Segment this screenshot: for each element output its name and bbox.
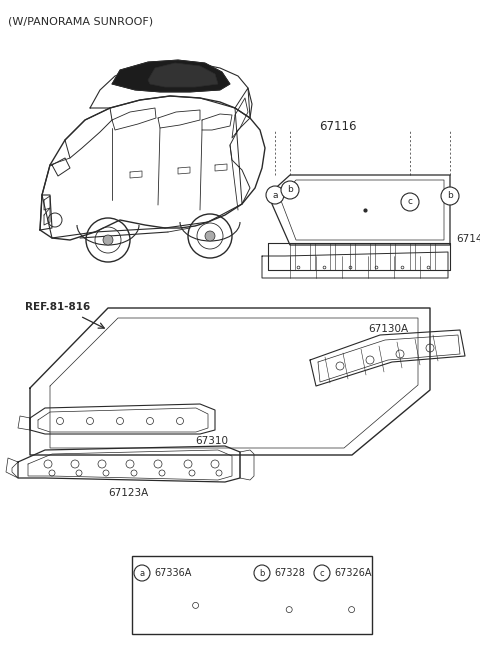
Text: 67310: 67310 xyxy=(195,436,228,446)
Text: c: c xyxy=(320,568,324,577)
Circle shape xyxy=(314,565,330,581)
Text: a: a xyxy=(139,568,144,577)
Text: 67123A: 67123A xyxy=(108,488,148,498)
Circle shape xyxy=(266,186,284,204)
Text: 67130A: 67130A xyxy=(368,324,408,334)
Text: 67328: 67328 xyxy=(274,568,305,578)
Text: 67145C: 67145C xyxy=(456,234,480,244)
Polygon shape xyxy=(112,60,230,92)
Circle shape xyxy=(254,565,270,581)
Circle shape xyxy=(103,235,113,245)
Text: 67116: 67116 xyxy=(319,120,357,133)
Circle shape xyxy=(281,181,299,199)
Text: 67336A: 67336A xyxy=(154,568,192,578)
Text: 67326A: 67326A xyxy=(334,568,372,578)
Text: c: c xyxy=(408,198,412,207)
Circle shape xyxy=(441,187,459,205)
Polygon shape xyxy=(148,63,218,87)
Text: a: a xyxy=(272,190,278,199)
Circle shape xyxy=(205,231,215,241)
Bar xyxy=(132,556,372,634)
Text: b: b xyxy=(447,192,453,201)
Circle shape xyxy=(134,565,150,581)
Text: b: b xyxy=(259,568,264,577)
Circle shape xyxy=(401,193,419,211)
Text: REF.81-816: REF.81-816 xyxy=(25,302,90,312)
Text: (W/PANORAMA SUNROOF): (W/PANORAMA SUNROOF) xyxy=(8,16,153,26)
Text: b: b xyxy=(287,186,293,194)
